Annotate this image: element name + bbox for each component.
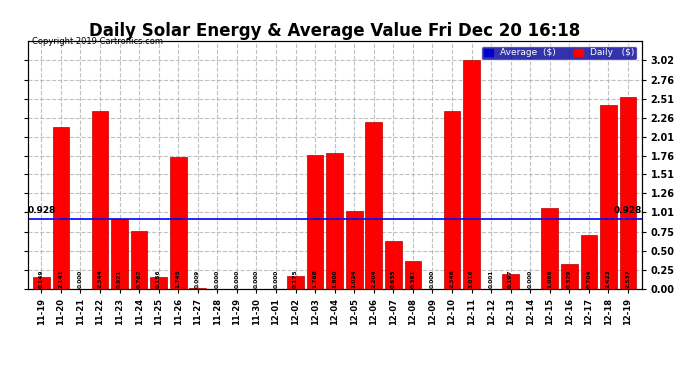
Bar bbox=[620, 97, 636, 289]
Text: 2.141: 2.141 bbox=[59, 270, 63, 288]
Bar bbox=[404, 261, 421, 289]
Legend: Average  ($), Daily   ($): Average ($), Daily ($) bbox=[481, 46, 637, 60]
Bar bbox=[444, 111, 460, 289]
Bar bbox=[150, 277, 167, 289]
Text: 0.000: 0.000 bbox=[235, 270, 239, 288]
Bar bbox=[561, 264, 578, 289]
Text: 0.175: 0.175 bbox=[293, 270, 298, 288]
Text: 1.066: 1.066 bbox=[547, 270, 552, 288]
Text: 2.423: 2.423 bbox=[606, 270, 611, 288]
Text: 0.000: 0.000 bbox=[273, 270, 279, 288]
Text: 2.537: 2.537 bbox=[626, 270, 631, 288]
Text: 0.704: 0.704 bbox=[586, 270, 591, 288]
Text: 0.000: 0.000 bbox=[215, 270, 220, 288]
Text: 0.149: 0.149 bbox=[39, 270, 43, 288]
Text: 1.800: 1.800 bbox=[332, 270, 337, 288]
Bar bbox=[502, 274, 519, 289]
Text: 0.000: 0.000 bbox=[78, 270, 83, 288]
Bar bbox=[326, 153, 343, 289]
Bar bbox=[385, 241, 402, 289]
Text: 0.156: 0.156 bbox=[156, 270, 161, 288]
Text: 1.745: 1.745 bbox=[176, 270, 181, 288]
Bar bbox=[366, 122, 382, 289]
Bar bbox=[307, 155, 324, 289]
Text: 0.635: 0.635 bbox=[391, 270, 396, 288]
Text: 1.024: 1.024 bbox=[352, 270, 357, 288]
Bar bbox=[346, 211, 362, 289]
Bar bbox=[170, 157, 186, 289]
Text: 0.001: 0.001 bbox=[489, 270, 493, 288]
Bar bbox=[33, 278, 50, 289]
Text: 0.000: 0.000 bbox=[254, 270, 259, 288]
Text: 0.000: 0.000 bbox=[430, 270, 435, 288]
Bar bbox=[92, 111, 108, 289]
Text: Copyright 2019 Cartronics.com: Copyright 2019 Cartronics.com bbox=[32, 38, 163, 46]
Text: 2.204: 2.204 bbox=[371, 270, 376, 288]
Bar bbox=[190, 288, 206, 289]
Text: 0.361: 0.361 bbox=[411, 270, 415, 288]
Text: 0.009: 0.009 bbox=[195, 270, 200, 288]
Title: Daily Solar Energy & Average Value Fri Dec 20 16:18: Daily Solar Energy & Average Value Fri D… bbox=[89, 22, 580, 40]
Text: 0.762: 0.762 bbox=[137, 270, 141, 288]
Bar bbox=[580, 236, 598, 289]
Bar bbox=[463, 60, 480, 289]
Text: 0.329: 0.329 bbox=[567, 270, 572, 288]
Bar bbox=[52, 127, 69, 289]
Text: 2.346: 2.346 bbox=[449, 270, 455, 288]
Text: 0.197: 0.197 bbox=[508, 270, 513, 288]
Bar bbox=[131, 231, 148, 289]
Bar bbox=[542, 208, 558, 289]
Text: 0.928: 0.928 bbox=[28, 207, 56, 216]
Bar bbox=[287, 276, 304, 289]
Text: 0.000: 0.000 bbox=[528, 270, 533, 288]
Bar bbox=[600, 105, 617, 289]
Text: 2.344: 2.344 bbox=[97, 270, 102, 288]
Text: 3.016: 3.016 bbox=[469, 270, 474, 288]
Text: 0.928: 0.928 bbox=[613, 207, 642, 216]
Text: 0.921: 0.921 bbox=[117, 270, 122, 288]
Text: 1.768: 1.768 bbox=[313, 270, 317, 288]
Bar bbox=[111, 219, 128, 289]
